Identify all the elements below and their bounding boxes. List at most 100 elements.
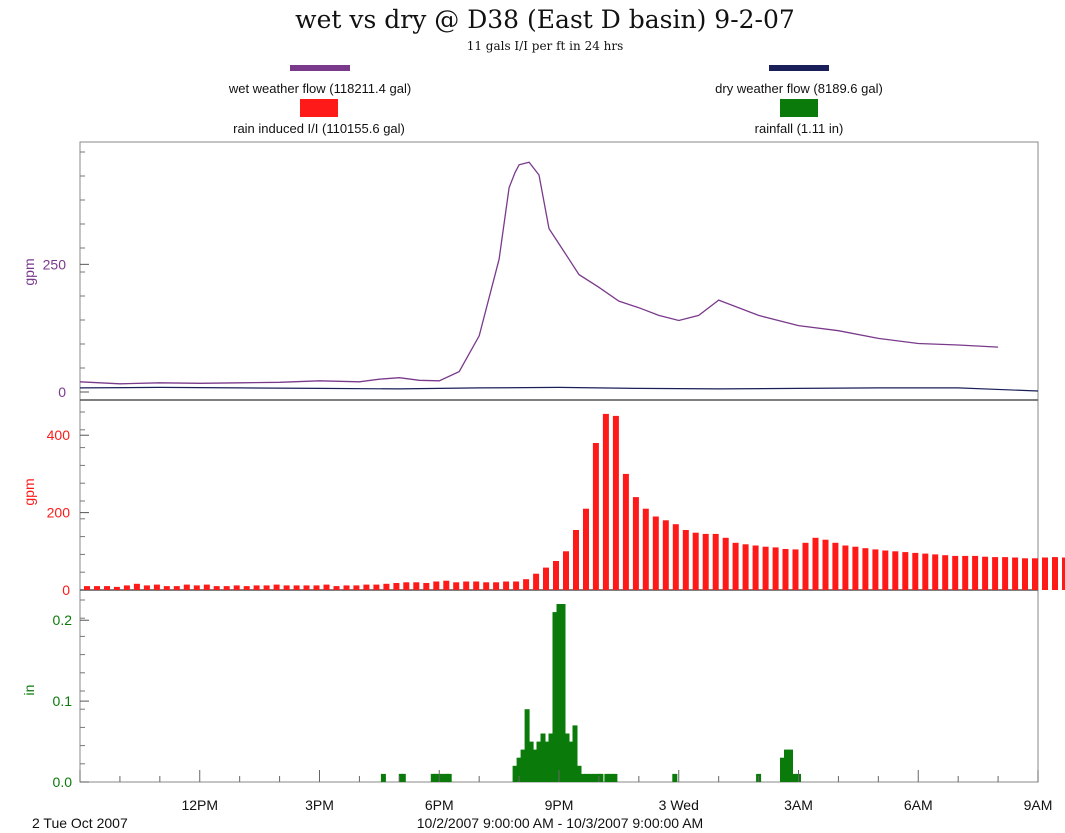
rii-bar bbox=[94, 586, 100, 590]
rii-bar bbox=[882, 550, 889, 590]
rainfall-bar bbox=[588, 773, 594, 782]
x-tick-label: 9AM bbox=[1024, 797, 1053, 813]
footer-date: 2 Tue Oct 2007 bbox=[32, 815, 128, 831]
rainfall-bar bbox=[672, 773, 678, 782]
legend: wet weather flow (118211.4 gal) dry weat… bbox=[228, 65, 883, 136]
rii-bar bbox=[682, 530, 689, 590]
rii-bar bbox=[433, 581, 440, 590]
rii-bar bbox=[1062, 557, 1065, 590]
y-tick-label: 400 bbox=[47, 427, 71, 443]
rii-bar bbox=[193, 585, 200, 590]
rainfall-bar bbox=[584, 773, 590, 782]
legend-swatch-rii bbox=[300, 99, 338, 117]
y-tick-label: 0 bbox=[58, 384, 66, 400]
rainfall-bar bbox=[568, 741, 574, 782]
y-axis-label: gpm bbox=[21, 478, 37, 505]
rii-bar bbox=[104, 586, 110, 590]
rii-bar bbox=[722, 537, 729, 590]
x-tick-label: 3 Wed bbox=[659, 797, 699, 813]
rii-bar bbox=[782, 549, 789, 590]
rainfall-bar bbox=[792, 773, 797, 782]
rii-bar bbox=[1032, 558, 1038, 590]
rii-bar bbox=[183, 584, 190, 590]
rii-bar bbox=[483, 582, 490, 590]
rii-bar bbox=[153, 584, 160, 590]
flow-panel: 0 250 gpm bbox=[21, 151, 1039, 400]
rii-bar bbox=[622, 473, 629, 590]
legend-swatch-wet bbox=[290, 65, 350, 71]
rii-bar bbox=[732, 542, 739, 590]
rii-bar bbox=[503, 581, 510, 590]
rii-bar bbox=[842, 545, 849, 590]
rii-bar bbox=[662, 520, 669, 590]
rii-bar bbox=[363, 584, 370, 590]
rii-bar bbox=[373, 584, 380, 590]
rii-bar bbox=[463, 581, 470, 590]
rii-bar bbox=[333, 586, 340, 590]
rainfall-bar bbox=[556, 604, 562, 782]
rii-bar bbox=[163, 586, 170, 590]
rii-bar bbox=[702, 533, 709, 590]
rii-bar bbox=[553, 561, 559, 590]
rii-bar bbox=[1012, 557, 1019, 590]
rii-bar bbox=[573, 530, 579, 590]
legend-swatch-rain bbox=[780, 99, 818, 117]
rii-bar bbox=[223, 586, 230, 590]
rii-bar bbox=[932, 554, 939, 590]
rii-bar bbox=[832, 542, 839, 590]
rii-bar bbox=[113, 586, 120, 590]
rii-bar bbox=[962, 555, 969, 590]
rii-bar bbox=[752, 545, 759, 590]
rainfall-bar bbox=[564, 733, 570, 782]
x-tick-label: 3PM bbox=[305, 797, 334, 813]
rii-bar bbox=[632, 497, 639, 590]
x-tick-label: 3AM bbox=[784, 797, 813, 813]
rii-bar bbox=[243, 586, 250, 590]
x-tick-label: 6AM bbox=[904, 797, 933, 813]
rii-bar bbox=[173, 586, 180, 590]
rainfall-bar bbox=[440, 773, 446, 782]
rii-bar bbox=[383, 583, 390, 590]
rii-bar bbox=[602, 413, 609, 590]
legend-label-rain: rainfall (1.11 in) bbox=[755, 121, 844, 136]
dry-flow-line bbox=[79, 386, 1039, 392]
rii-bar bbox=[263, 585, 270, 590]
x-tick-label: 6PM bbox=[425, 797, 454, 813]
rii-bar bbox=[323, 584, 330, 590]
rii-bar bbox=[642, 508, 649, 590]
rii-bar bbox=[912, 552, 919, 590]
rii-bar bbox=[942, 555, 949, 590]
rii-bar bbox=[992, 557, 999, 590]
rii-bar bbox=[303, 585, 310, 590]
rii-bar bbox=[533, 573, 540, 590]
rainfall-bar bbox=[788, 749, 793, 782]
chart-subtitle: 11 gals I/I per ft in 24 hrs bbox=[467, 39, 624, 53]
rainfall-bar bbox=[532, 749, 538, 782]
rainfall-bar bbox=[612, 773, 618, 782]
y-tick-label: 0.1 bbox=[53, 693, 73, 709]
rii-bar bbox=[692, 532, 699, 590]
rii-bar bbox=[652, 516, 659, 590]
legend-label-rii: rain induced I/I (110155.6 gal) bbox=[233, 121, 405, 136]
rii-bar bbox=[762, 546, 769, 590]
rainfall-bar bbox=[576, 765, 582, 782]
rii-bar bbox=[513, 581, 520, 590]
rii-bar bbox=[343, 585, 350, 590]
rii-bar bbox=[293, 585, 300, 590]
rii-bar bbox=[523, 579, 530, 590]
rii-bar bbox=[133, 583, 140, 590]
rii-bar bbox=[812, 537, 819, 590]
rii-bar bbox=[802, 542, 809, 590]
rii-bar bbox=[592, 443, 599, 590]
rii-bar bbox=[403, 582, 410, 590]
y-tick-label: 250 bbox=[43, 256, 67, 272]
rii-bar bbox=[902, 552, 909, 590]
rii-bar bbox=[672, 524, 679, 590]
x-axis: 12PM 3PM 6PM 9PM 3 Wed 3AM 6AM 9AM bbox=[79, 770, 1053, 813]
rii-bar bbox=[473, 581, 480, 590]
legend-label-wet: wet weather flow (118211.4 gal) bbox=[228, 81, 411, 96]
footer-range: 10/2/2007 9:00:00 AM - 10/3/2007 9:00:00… bbox=[417, 815, 703, 831]
rii-bar bbox=[742, 544, 749, 590]
rii-bar bbox=[313, 585, 320, 590]
